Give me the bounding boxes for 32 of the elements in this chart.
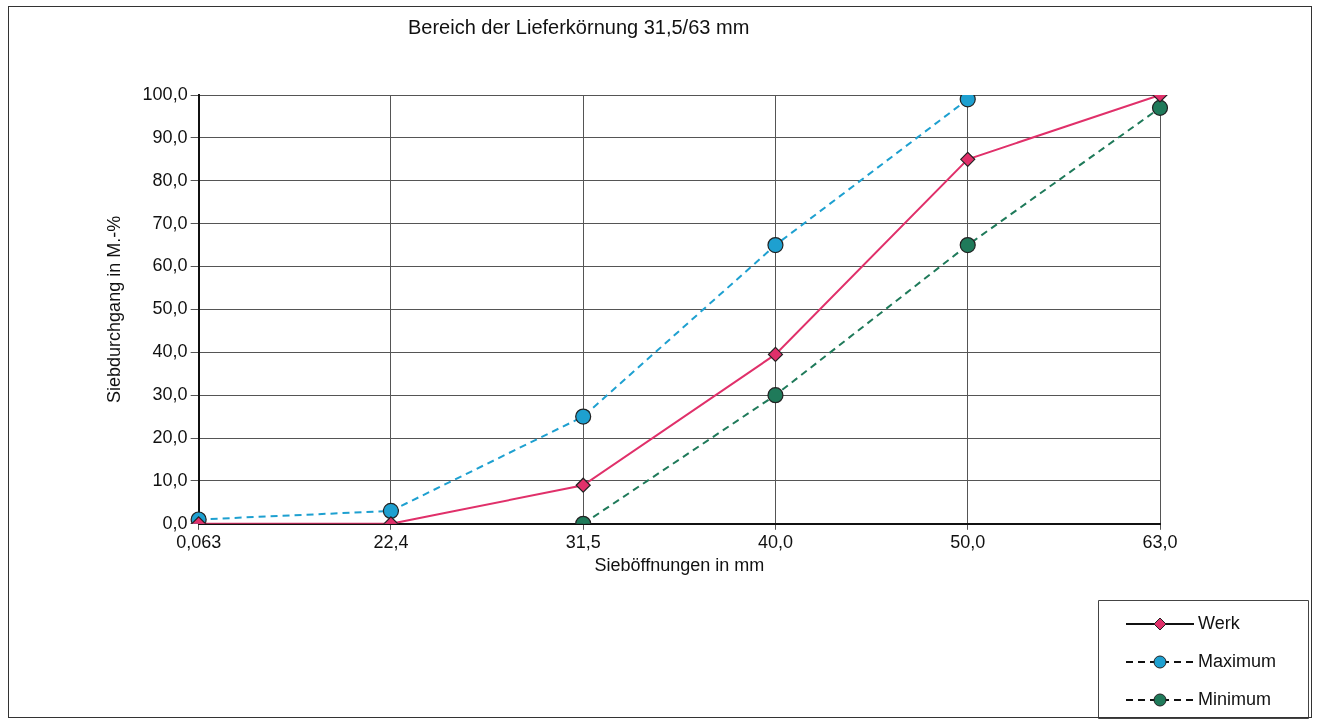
y-tick-label: 20,0 <box>152 427 188 448</box>
y-tick-label: 60,0 <box>152 255 188 276</box>
point <box>767 236 784 254</box>
legend-label: Maximum <box>1198 650 1277 671</box>
y-tick-label: 80,0 <box>152 169 188 190</box>
legend-label: Werk <box>1198 612 1241 633</box>
legend-label: Minimum <box>1198 688 1272 709</box>
chart-title: Bereich der Lieferkörnung 31,5/63 mm <box>408 16 750 39</box>
point <box>382 502 400 520</box>
y-tick-label: 10,0 <box>152 469 188 490</box>
point <box>767 387 784 404</box>
y-tick-label: 30,0 <box>152 384 188 405</box>
x-tick-label: 0,063 <box>176 531 222 552</box>
y-tick-label: 50,0 <box>152 298 188 319</box>
x-tick-label: 31,5 <box>565 531 601 552</box>
y-tick-label: 0,0 <box>162 512 188 533</box>
y-axis-title: Siebdurchgang in M.-% <box>103 215 124 403</box>
point <box>1151 99 1169 116</box>
x-tick-label: 40,0 <box>757 531 793 552</box>
x-tick-label: 63,0 <box>1142 531 1178 552</box>
y-tick-label: 70,0 <box>152 212 188 233</box>
y-tick-label: 90,0 <box>152 126 188 147</box>
point <box>767 346 784 363</box>
point <box>960 151 976 167</box>
x-tick-label: 22,4 <box>373 531 409 552</box>
point <box>575 408 592 425</box>
point <box>575 477 591 493</box>
y-tick-label: 100,0 <box>142 83 188 104</box>
point <box>959 236 976 254</box>
y-tick-label: 40,0 <box>152 341 188 362</box>
x-axis-title: Sieböffnungen in mm <box>594 555 765 576</box>
x-tick-label: 50,0 <box>950 531 986 552</box>
